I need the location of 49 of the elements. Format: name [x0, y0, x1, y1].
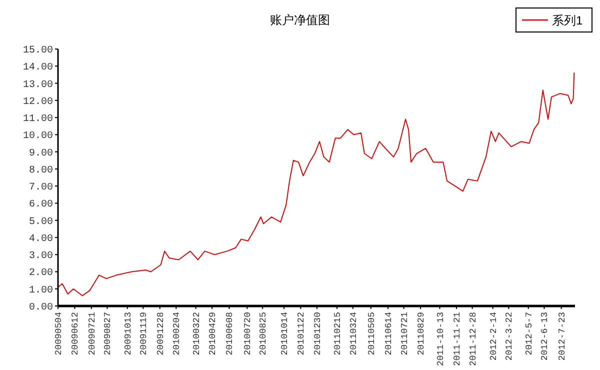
x-tick-label: 20100825 [258, 312, 269, 356]
x-tick-label: 20110324 [348, 312, 359, 356]
legend-label: 系列1 [552, 14, 583, 28]
x-tick-label: 2012-3-22 [504, 312, 515, 361]
y-tick-label: 15.00 [22, 46, 53, 56]
x-tick-label: 20100204 [172, 312, 182, 356]
x-tick-label: 20110614 [384, 312, 394, 356]
x-tick-label: 20100429 [208, 312, 218, 356]
x-tick-label: 2012-2-14 [488, 312, 499, 361]
x-tick-label: 2011-12-28 [468, 312, 478, 366]
x-tick-label: 20110505 [366, 312, 377, 356]
y-tick-label: 13.00 [22, 80, 53, 91]
y-tick-label: 1.00 [28, 285, 53, 296]
x-tick-label: 2012-6-13 [540, 312, 550, 361]
x-tick-label: 20091119 [139, 312, 150, 356]
x-tick-label: 20100720 [243, 312, 254, 356]
x-tick-label: 20100608 [225, 312, 236, 356]
y-tick-label: 8.00 [28, 165, 53, 176]
chart-title: 账户净值图 [270, 13, 330, 27]
y-tick-label: 3.00 [28, 251, 53, 262]
x-tick-label: 20090721 [87, 312, 98, 356]
x-tick-label: 20100322 [192, 312, 202, 356]
x-tick-label: 20101014 [280, 312, 290, 356]
x-tick-label: 2012-7-23 [557, 312, 568, 361]
x-tick-label: 20110829 [416, 312, 426, 356]
x-tick-label: 2011-10-13 [436, 312, 446, 366]
y-tick-label: 12.00 [22, 96, 53, 108]
y-tick-label: 5.00 [28, 216, 53, 228]
y-tick-label: 14.00 [22, 62, 53, 74]
x-tick-label: 2011-11-21 [452, 312, 462, 366]
line-series [58, 72, 575, 296]
y-tick-label: 6.00 [28, 200, 53, 211]
x-tick-label: 20110721 [400, 312, 410, 356]
x-tick-label: 20091228 [156, 312, 166, 356]
y-tick-label: 10.00 [22, 131, 53, 142]
y-tick-label: 4.00 [28, 234, 53, 245]
x-tick-label: 20101230 [312, 312, 323, 356]
x-tick-label: 20091013 [123, 312, 134, 356]
y-tick-label: 0.00 [28, 302, 53, 314]
y-tick-label: 9.00 [28, 148, 53, 160]
x-tick-label: 20110215 [333, 312, 344, 356]
y-tick-label: 11.00 [22, 114, 53, 126]
y-tick-label: 2.00 [28, 268, 53, 280]
x-tick-label: 20090827 [103, 312, 114, 356]
x-tick-label: 20101122 [296, 312, 307, 356]
y-tick-label: 7.00 [28, 182, 53, 194]
x-tick-label: 20090504 [54, 312, 64, 356]
x-tick-label: 2012-5-7 [524, 312, 534, 356]
x-tick-label: 20090612 [70, 312, 81, 356]
